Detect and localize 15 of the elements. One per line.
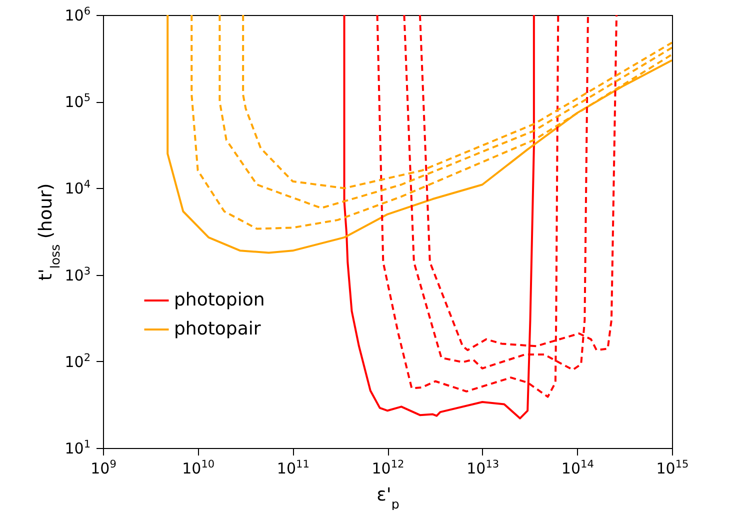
x-tick-label: 10$^{11}$ [276,458,310,478]
y-tick-label: 10$^{1}$ [64,438,90,458]
x-tick-label: 10$^{13}$ [466,458,500,478]
x-tick-label: 10$^{10}$ [182,458,215,478]
y-tick-label: 10$^{3}$ [64,265,90,284]
legend-label: photopair [174,318,262,340]
x-tick-label: 10$^{9}$ [90,458,116,478]
x-tick-label: 10$^{14}$ [561,458,594,478]
x-tick-label: 10$^{12}$ [372,458,404,478]
y-tick-label: 10$^{5}$ [64,92,90,112]
x-tick-label: 10$^{15}$ [656,458,689,478]
y-tick-label: 10$^{4}$ [64,178,91,198]
y-tick-label: 10$^{6}$ [64,6,91,24]
y-tick-label: 10$^{2}$ [64,352,90,371]
legend-label: photopion [174,290,265,310]
